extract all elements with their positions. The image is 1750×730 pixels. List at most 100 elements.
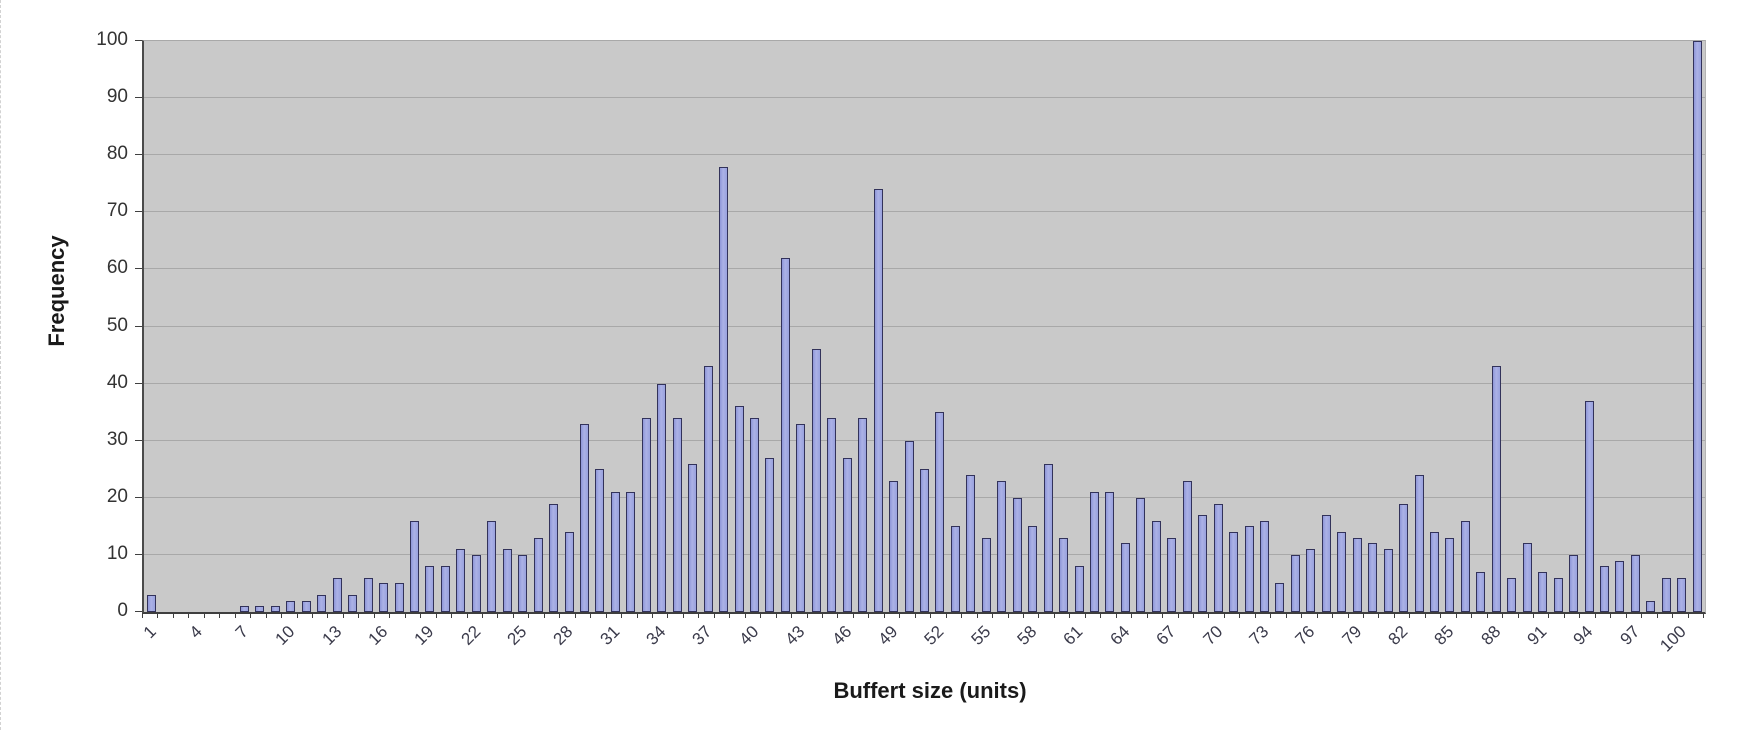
x-tick bbox=[1146, 613, 1148, 618]
bar bbox=[657, 383, 667, 612]
bar bbox=[796, 423, 806, 612]
bar bbox=[1260, 520, 1270, 612]
bar bbox=[1275, 583, 1285, 612]
bar bbox=[425, 566, 435, 612]
bar bbox=[1414, 474, 1424, 612]
x-tick bbox=[1115, 613, 1117, 618]
y-tick-label: 10 bbox=[106, 542, 128, 564]
bar bbox=[719, 166, 729, 612]
y-tick bbox=[135, 325, 142, 327]
x-tick bbox=[172, 613, 174, 618]
bar bbox=[1043, 463, 1053, 612]
bar bbox=[811, 349, 821, 612]
x-tick bbox=[404, 613, 406, 618]
x-tick bbox=[1656, 613, 1658, 618]
x-tick bbox=[883, 613, 885, 618]
x-tick bbox=[1239, 613, 1241, 618]
x-tick bbox=[157, 613, 159, 618]
x-tick bbox=[1347, 613, 1349, 618]
bar bbox=[1321, 514, 1331, 612]
y-tick-label: 60 bbox=[106, 257, 128, 279]
bar bbox=[1491, 366, 1501, 612]
bar bbox=[1136, 497, 1146, 612]
bar bbox=[1337, 532, 1347, 612]
x-tick bbox=[265, 613, 267, 618]
x-tick bbox=[1471, 613, 1473, 618]
x-tick bbox=[1270, 613, 1272, 618]
y-tick-label: 40 bbox=[106, 371, 128, 393]
y-tick-label: 80 bbox=[106, 143, 128, 165]
x-tick bbox=[420, 613, 422, 618]
bar bbox=[1600, 566, 1610, 612]
x-tick bbox=[682, 613, 684, 618]
x-tick bbox=[605, 613, 607, 618]
x-tick bbox=[760, 613, 762, 618]
bar bbox=[394, 583, 404, 612]
x-tick bbox=[1254, 613, 1256, 618]
bar bbox=[1507, 577, 1517, 612]
x-tick bbox=[389, 613, 391, 618]
bar bbox=[317, 594, 327, 612]
bar bbox=[147, 594, 157, 612]
bar bbox=[456, 549, 466, 612]
bar bbox=[610, 492, 620, 612]
x-tick bbox=[1208, 613, 1210, 618]
bar bbox=[981, 537, 991, 612]
bar bbox=[1553, 577, 1563, 612]
bar bbox=[734, 406, 744, 612]
bar bbox=[827, 417, 837, 612]
gridline bbox=[144, 382, 1705, 384]
bar bbox=[703, 366, 713, 612]
y-tick-label: 100 bbox=[96, 29, 128, 50]
x-tick bbox=[435, 613, 437, 618]
bar bbox=[440, 566, 450, 612]
bar bbox=[502, 549, 512, 612]
x-tick bbox=[342, 613, 344, 618]
x-tick bbox=[621, 613, 623, 618]
x-tick bbox=[1332, 613, 1334, 618]
bar bbox=[1368, 543, 1378, 612]
y-tick-label: 0 bbox=[117, 600, 128, 621]
x-tick bbox=[1007, 613, 1009, 618]
x-tick bbox=[1563, 613, 1565, 618]
bar bbox=[688, 463, 698, 612]
bar bbox=[1151, 520, 1161, 612]
x-tick bbox=[543, 613, 545, 618]
bar bbox=[1399, 503, 1409, 612]
x-tick bbox=[1301, 613, 1303, 618]
x-tick bbox=[652, 613, 654, 618]
bar bbox=[1569, 554, 1579, 612]
x-tick bbox=[497, 613, 499, 618]
x-tick bbox=[667, 613, 669, 618]
y-tick bbox=[135, 97, 142, 99]
y-tick-label: 20 bbox=[106, 485, 128, 507]
y-tick bbox=[135, 154, 142, 156]
bar bbox=[920, 469, 929, 612]
bar bbox=[1460, 520, 1470, 612]
x-tick bbox=[992, 613, 994, 618]
x-tick bbox=[822, 613, 824, 618]
bar bbox=[997, 480, 1007, 612]
x-tick bbox=[791, 613, 793, 618]
y-tick-label: 70 bbox=[106, 200, 128, 222]
bar bbox=[765, 457, 775, 612]
x-tick bbox=[1579, 613, 1581, 618]
bar bbox=[549, 503, 559, 612]
x-tick bbox=[590, 613, 592, 618]
bar bbox=[1244, 526, 1254, 612]
bar bbox=[780, 257, 790, 612]
x-tick bbox=[729, 613, 731, 618]
x-tick bbox=[899, 613, 901, 618]
x-tick bbox=[806, 613, 808, 618]
bar bbox=[286, 600, 296, 612]
bar bbox=[1120, 543, 1130, 612]
x-tick bbox=[1532, 613, 1534, 618]
x-tick bbox=[698, 613, 700, 618]
bar bbox=[1615, 560, 1625, 612]
y-axis-title: Frequency bbox=[44, 235, 69, 347]
x-tick bbox=[1162, 613, 1164, 618]
x-tick bbox=[744, 613, 746, 618]
bar bbox=[1028, 526, 1038, 612]
bar bbox=[1306, 549, 1316, 612]
x-tick bbox=[713, 613, 715, 618]
